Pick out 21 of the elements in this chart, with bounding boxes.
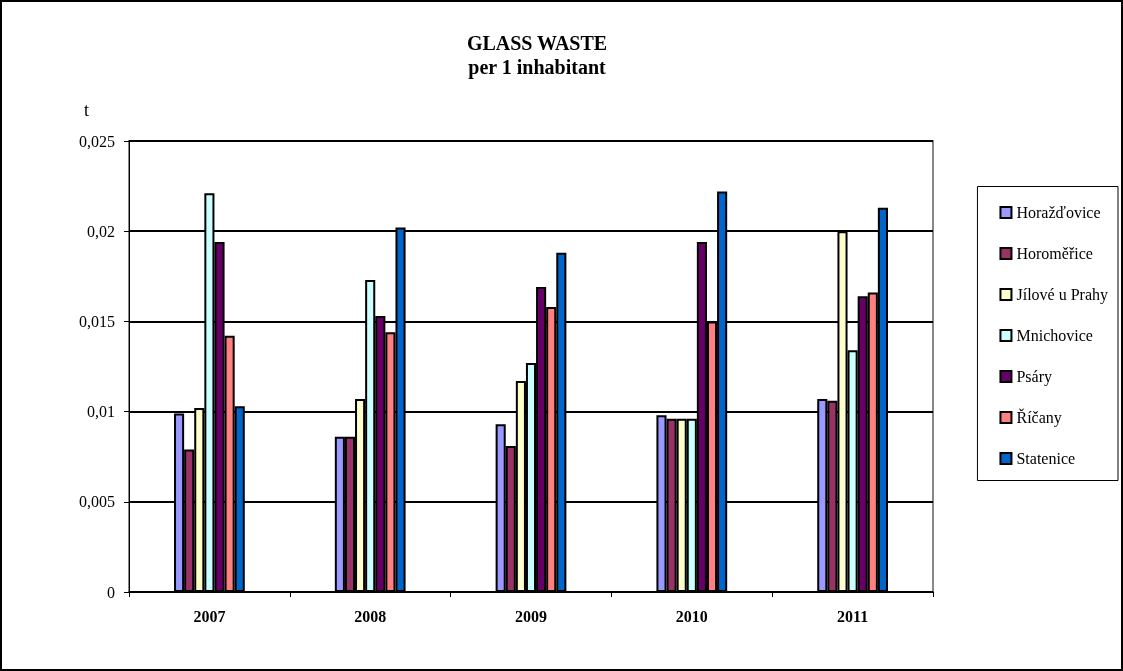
legend-label: Psáry <box>1016 368 1053 386</box>
x-tick-label: 2007 <box>193 607 226 625</box>
y-tick-label: 0 <box>107 583 115 601</box>
chart-title: GLASS WASTE <box>466 32 608 54</box>
legend-label: Mnichovice <box>1016 327 1093 344</box>
y-tick-label: 0,01 <box>87 403 115 421</box>
y-tick-label: 0,005 <box>79 493 115 511</box>
legend-label: Horoměřice <box>1016 245 1093 262</box>
x-tick-label: 2011 <box>837 607 869 625</box>
x-tick-label: 2010 <box>675 607 708 625</box>
legend-label: Horažďovice <box>1016 204 1101 221</box>
y-axis-title: t <box>83 100 89 120</box>
legend-label: Říčany <box>1016 408 1062 427</box>
y-tick-label: 0,025 <box>79 132 115 150</box>
legend-label: Statenice <box>1016 450 1076 467</box>
x-tick-label: 2008 <box>354 607 387 625</box>
y-tick-label: 0,015 <box>79 312 115 330</box>
legend-label: Jílové u Prahy <box>1016 286 1108 304</box>
y-tick-label: 0,02 <box>87 222 115 240</box>
x-tick-label: 2009 <box>515 607 547 625</box>
chart-subtitle: per 1 inhabitant <box>468 56 607 79</box>
